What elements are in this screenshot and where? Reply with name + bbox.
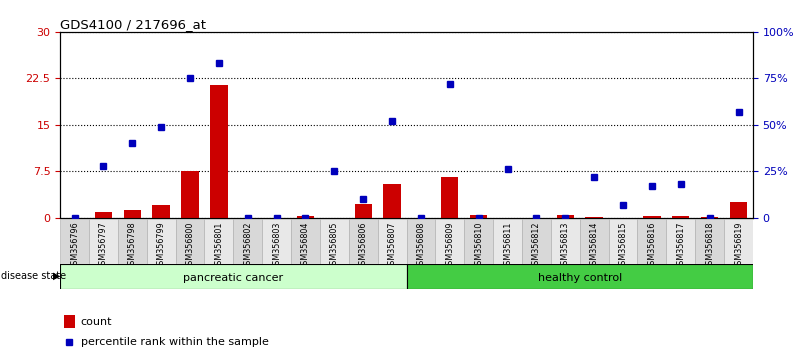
Bar bbox=[638, 219, 666, 264]
Bar bbox=[181, 171, 199, 218]
Bar bbox=[586, 217, 603, 218]
Text: GSM356801: GSM356801 bbox=[215, 222, 223, 270]
Text: GSM356814: GSM356814 bbox=[590, 222, 598, 270]
Text: GSM356806: GSM356806 bbox=[359, 222, 368, 270]
Text: GSM356807: GSM356807 bbox=[388, 222, 396, 270]
Text: GSM356798: GSM356798 bbox=[127, 222, 137, 270]
Bar bbox=[204, 219, 233, 264]
Text: GSM356796: GSM356796 bbox=[70, 222, 79, 270]
Bar bbox=[551, 219, 580, 264]
Text: GSM356813: GSM356813 bbox=[561, 222, 570, 270]
Bar bbox=[470, 215, 487, 218]
Bar bbox=[123, 210, 141, 218]
Bar bbox=[493, 219, 522, 264]
Text: GSM356805: GSM356805 bbox=[330, 222, 339, 270]
Bar bbox=[666, 219, 695, 264]
Bar bbox=[406, 264, 753, 289]
Text: GSM356802: GSM356802 bbox=[244, 222, 252, 270]
Bar bbox=[147, 219, 175, 264]
Bar bbox=[233, 219, 262, 264]
Bar bbox=[175, 219, 204, 264]
Bar bbox=[95, 212, 112, 218]
Text: GSM356797: GSM356797 bbox=[99, 222, 108, 270]
Bar bbox=[695, 219, 724, 264]
Bar bbox=[384, 184, 400, 218]
Bar bbox=[441, 177, 458, 218]
Text: pancreatic cancer: pancreatic cancer bbox=[183, 273, 284, 283]
Bar bbox=[557, 215, 574, 218]
Text: GSM356817: GSM356817 bbox=[676, 222, 686, 270]
Text: GSM356808: GSM356808 bbox=[417, 222, 425, 270]
Bar bbox=[320, 219, 348, 264]
Bar bbox=[348, 219, 377, 264]
Text: GSM356810: GSM356810 bbox=[474, 222, 483, 270]
Bar bbox=[297, 216, 314, 218]
Bar bbox=[291, 219, 320, 264]
Bar bbox=[89, 219, 118, 264]
Bar bbox=[60, 264, 406, 289]
Text: GSM356799: GSM356799 bbox=[157, 222, 166, 270]
Bar bbox=[436, 219, 465, 264]
Text: healthy control: healthy control bbox=[537, 273, 622, 283]
Bar bbox=[465, 219, 493, 264]
Bar bbox=[355, 204, 372, 218]
Bar bbox=[60, 219, 89, 264]
Text: GSM356819: GSM356819 bbox=[734, 222, 743, 270]
Text: GDS4100 / 217696_at: GDS4100 / 217696_at bbox=[60, 18, 206, 31]
Bar bbox=[118, 219, 147, 264]
Bar bbox=[377, 219, 406, 264]
Text: count: count bbox=[81, 316, 112, 327]
Bar bbox=[63, 315, 74, 328]
Text: disease state: disease state bbox=[1, 271, 66, 281]
Text: GSM356815: GSM356815 bbox=[618, 222, 627, 270]
Bar bbox=[701, 217, 718, 218]
Text: GSM356804: GSM356804 bbox=[301, 222, 310, 270]
Text: GSM356818: GSM356818 bbox=[705, 222, 714, 270]
Bar bbox=[152, 205, 170, 218]
Text: GSM356816: GSM356816 bbox=[647, 222, 656, 270]
Text: GSM356811: GSM356811 bbox=[503, 222, 512, 270]
Text: GSM356803: GSM356803 bbox=[272, 222, 281, 270]
Bar bbox=[580, 219, 609, 264]
Text: GSM356800: GSM356800 bbox=[186, 222, 195, 270]
Text: GSM356812: GSM356812 bbox=[532, 222, 541, 270]
Text: percentile rank within the sample: percentile rank within the sample bbox=[81, 337, 269, 347]
Bar bbox=[724, 219, 753, 264]
Bar bbox=[672, 216, 690, 218]
Text: ▶: ▶ bbox=[53, 271, 60, 281]
Bar bbox=[643, 216, 661, 218]
Bar bbox=[210, 85, 227, 218]
Bar bbox=[609, 219, 638, 264]
Text: GSM356809: GSM356809 bbox=[445, 222, 454, 270]
Bar bbox=[406, 219, 436, 264]
Bar bbox=[262, 219, 291, 264]
Bar bbox=[522, 219, 551, 264]
Bar bbox=[730, 202, 747, 218]
